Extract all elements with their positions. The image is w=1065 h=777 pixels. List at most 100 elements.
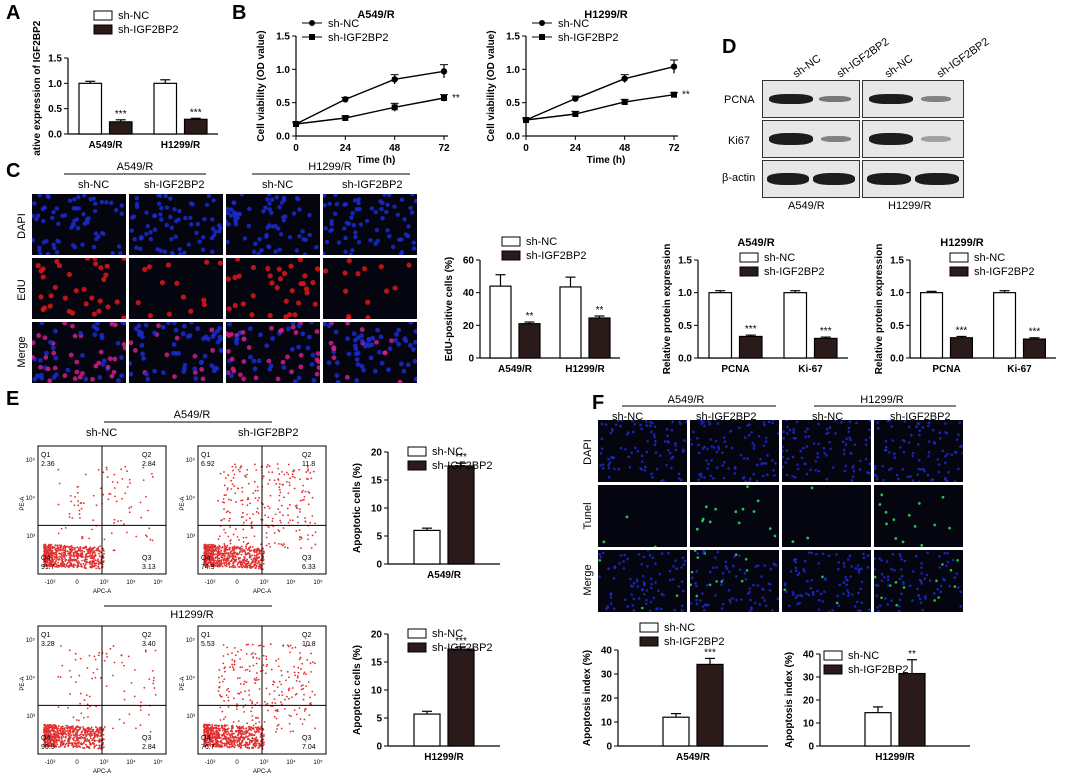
micro-f-cell-dot [685,420,687,424]
flow-plot-2-event [139,709,142,712]
micro-f-cell-dot [746,457,750,461]
flow-plot-0-event [145,495,147,498]
flow-plot-1-event [246,513,248,516]
micro-c-cell-dot [406,262,412,268]
flow-group-a549: A549/R [174,409,211,421]
micro-c-cell-dot [134,195,139,201]
flow-plot-3-event [305,673,307,675]
flow-plot-0-event [49,561,52,564]
micro-f-cell-dot [733,465,737,469]
micro-c-image-canvas [226,322,320,383]
micro-f-cell-dot [741,507,745,511]
flow-plot-0-event [139,501,142,504]
flow-plot-3-event [217,727,220,730]
flow-plot-2-event [72,716,75,719]
flow-plot-0-event [140,516,143,519]
micro-c-cell-dot [189,322,194,325]
micro-c-cell-dot [401,368,407,374]
micro-c-cell-dot [130,215,135,220]
flow-plot-2-event [154,649,157,652]
micro-f-cell-dot [893,452,896,456]
micro-f-cell-dot [884,510,888,514]
micro-c-cell-dot [250,293,256,299]
flow-plot-1-event [232,562,234,565]
flow-plot-2-event [62,742,65,744]
micro-c-cell-dot [226,306,232,312]
flow-plot-2-event [97,730,99,733]
micro-c-cell-dot [375,327,380,333]
flow-plot-1-event [279,491,282,494]
micro-c-cell-dot [237,372,243,378]
micro-f-cell-dot [651,475,654,479]
flow-plot-2-xtick-label: 10³ [100,760,109,766]
flow-plot-0-event [71,564,74,567]
flow-plot-3-event [241,666,244,669]
flow-plot-3-event [231,732,234,735]
flow-plot-3-event [245,743,248,746]
flow-plot-0-event [45,564,48,567]
micro-f-cell-dot [639,423,642,427]
flow-plot-2-event [85,694,88,697]
flow-plot-0-event [124,492,127,495]
micro-c-cell-dot [173,234,178,240]
flow-plot-0-event [43,550,46,553]
micro-c-cell-dot [88,197,93,202]
micro-f-cell-dot [620,420,624,422]
flow-plot-2-q3-name: Q3 [142,735,151,742]
micro-c-cell-dot [97,298,103,304]
flow-plot-1-event [239,562,242,565]
flow-plot-1-event [214,549,217,551]
flow-plot-3-event [273,681,276,684]
micro-f-cell-dot [913,524,917,528]
flow-plot-3-event [240,727,243,730]
flow-plot-0-event [64,526,67,529]
flow-plot-3-event [230,739,233,742]
flow-plot-0-event [70,500,73,503]
micro-f-cell-dot [670,457,673,460]
flow-plot-3-event [262,735,265,738]
chart-a-legend-swatch-kd [93,24,113,35]
micro-c-cell-dot [214,366,220,371]
flow-plot-2-event [93,655,96,658]
micro-f-cell-dot [727,467,730,470]
micro-c-cell-dot [209,327,215,333]
micro-c-cell-dot [139,235,144,240]
flow-plot-2-event [89,735,92,738]
micro-c-cell-dot [210,347,216,353]
flow-plot-2-event [95,726,98,729]
flow-plot-0-q2-name: Q2 [142,452,151,459]
micro-c-cell-dot [96,234,101,239]
flow-plot-0-event [80,552,82,555]
flow-plot-1-event [228,565,231,568]
flow-plot-1-event [278,494,281,497]
flow-plot-1-event [242,564,245,567]
flow-plot-1-event [232,477,235,479]
flow-plot-1-event [238,566,241,568]
chart-d1-ytick-label: 0.0 [678,354,692,365]
micro-c-cell-dot [162,249,168,254]
flow-plot-2-event [59,729,62,732]
flow-plot-3-event [263,741,265,744]
flow-plot-3-event [244,741,247,744]
flow-plot-1-event [234,560,237,563]
flow-plot-2-event [61,729,64,732]
flow-plot-3-event [212,742,215,744]
micro-f-cell-dot [628,466,632,469]
flow-plot-2-event [109,647,112,650]
micro-f-cell-dot [612,577,616,580]
micro-c-cell-dot [298,352,304,358]
flow-plot-0-event [56,547,59,550]
chart-b1-legend-marker-ctrl [309,20,315,26]
flow-plot-0-event [103,552,105,555]
flow-plot-3-event [301,722,304,725]
micro-c-cell-dot [92,258,98,261]
flow-plot-0-event [83,565,86,567]
flow-plot-1-event [258,550,261,553]
flow-plot-3-event [289,644,292,647]
micro-f-cell-dot [901,467,904,471]
flow-plot-1-event [298,511,301,513]
flow-plot-0-event [76,486,79,488]
flow-plot-0-event [109,493,112,495]
micro-c-cell-dot [281,218,287,223]
micro-c-cell-dot [226,206,230,212]
